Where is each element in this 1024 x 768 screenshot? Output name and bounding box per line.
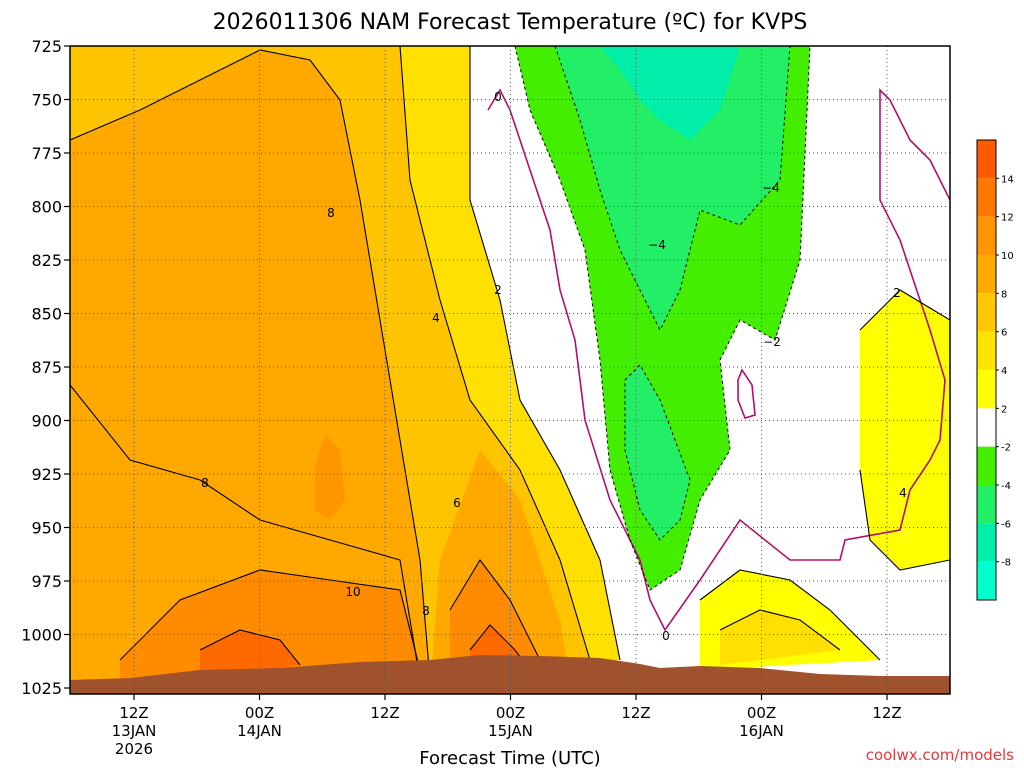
colorbar-label-8: -4: [1001, 481, 1011, 492]
colorbar-label-5: 4: [1001, 366, 1007, 377]
band-minus4-minus6-low: [625, 365, 690, 540]
contour-lines: [70, 46, 950, 681]
colorbar-label-7: -2: [1001, 443, 1011, 454]
x-tick-label-0-1: 12Z: [119, 704, 148, 722]
colorbar-swatch-1: [977, 178, 996, 217]
colorbar-label-10: -8: [1001, 558, 1011, 569]
contour-label-0: 0: [494, 90, 502, 104]
colorbar-label-6: 2: [1001, 404, 1007, 415]
band-4-6-patch: [720, 610, 840, 665]
x-tick-label-1-1: 00Z: [245, 704, 274, 722]
colorbar-swatch-7: [977, 408, 996, 447]
contour-10: [119, 559, 541, 671]
y-tick-label-1000: 1000: [21, 626, 62, 645]
x-tick-label-2-1: 12Z: [370, 704, 399, 722]
contour-4-right: [699, 569, 881, 661]
y-tick-label-975: 975: [31, 572, 62, 591]
contour-label-4: 2: [494, 283, 502, 297]
grid-lines: [70, 45, 950, 694]
x-tick-label-3-2: 15JAN: [488, 722, 533, 740]
y-tick-label-775: 775: [31, 144, 62, 163]
x-tick-label-1-2: 14JAN: [237, 722, 282, 740]
y-tick-label-825: 825: [31, 251, 62, 270]
x-tick-label-5-1: 00Z: [747, 704, 776, 722]
contour-label-10: 4: [899, 486, 907, 500]
colorbar-label-0: 14: [1001, 174, 1014, 185]
x-tick-label-5-2: 16JAN: [739, 722, 784, 740]
contour-label-6: 2: [893, 286, 901, 300]
band-minus6-minus8: [600, 46, 740, 140]
colorbar-swatch-4: [977, 293, 996, 332]
colorbar-swatch-3: [977, 255, 996, 294]
colorbar-label-3: 8: [1001, 289, 1007, 300]
band-12-14: [200, 630, 300, 680]
contour-6: [70, 384, 421, 681]
contour-label-12: 8: [422, 604, 430, 618]
x-tick-label-0-2: 13JAN: [112, 722, 157, 740]
colorbar-label-2: 10: [1001, 251, 1014, 262]
contour-0c-loop: [737, 368, 756, 419]
y-tick-label-850: 850: [31, 305, 62, 324]
contour-minus4-low: [624, 364, 691, 541]
x-tick-label-3-1: 00Z: [496, 704, 525, 722]
colorbar-swatch-10: [977, 523, 996, 562]
y-tick-label-725: 725: [31, 37, 62, 56]
contour-label-8: 8: [201, 476, 209, 490]
x-tick-label-0-3: 2026: [115, 740, 153, 758]
contour-4: [399, 46, 591, 661]
chart-title: 2026011306 NAM Forecast Temperature (ºC)…: [213, 10, 808, 35]
contour-labels: 0 8 −4 −4 2 4 2 −2 8 6 4 10 8 0: [201, 90, 907, 643]
x-tick-label-6-1: 12Z: [872, 704, 901, 722]
x-axis-label: Forecast Time (UTC): [419, 748, 600, 768]
colorbar-swatch-6: [977, 370, 996, 409]
y-tick-label-875: 875: [31, 358, 62, 377]
y-tick-label-950: 950: [31, 519, 62, 538]
band-minus4-minus6: [555, 46, 790, 330]
contour-label-13: 0: [662, 629, 670, 643]
contour-label-9: 6: [453, 496, 461, 510]
contour-label-11: 10: [345, 585, 360, 599]
contour-label-7: −2: [763, 335, 781, 349]
contour-minus4: [554, 46, 791, 332]
band-8-10-patch: [315, 435, 345, 520]
y-tick-label-800: 800: [31, 198, 62, 217]
colorbar-swatch-2: [977, 216, 996, 255]
colorbar-label-9: -6: [1001, 519, 1011, 530]
colorbar-label-4: 6: [1001, 328, 1007, 339]
colorbar-swatch-11: [977, 561, 996, 600]
colorbar-swatch-9: [977, 485, 996, 524]
contour-label-2: −4: [762, 181, 780, 195]
contour-2: [469, 46, 950, 661]
y-tick-label-925: 925: [31, 465, 62, 484]
contour-label-1: 8: [327, 206, 335, 220]
credit-text: coolwx.com/models: [866, 746, 1014, 764]
colorbar: 14 12 10 8 6 4 2 -2 -4 -6 -8: [976, 139, 1014, 601]
y-tick-label-750: 750: [31, 91, 62, 110]
contour-8: [70, 49, 431, 681]
colorbar-swatch-5: [977, 331, 996, 370]
y-tick-label-900: 900: [31, 412, 62, 431]
colorbar-swatch-8: [977, 446, 996, 485]
contour-label-5: 4: [432, 311, 440, 325]
contour-label-3: −4: [648, 238, 666, 252]
y-axis: 725 750 775 800 825 850 875 900 925 950 975 1000 102…: [21, 37, 70, 698]
band-8-10-main: [70, 50, 430, 694]
band-2-4-right: [860, 290, 950, 570]
contour-minus2: [514, 46, 811, 591]
colorbar-swatch-0: [977, 140, 996, 179]
y-tick-label-1025: 1025: [21, 679, 62, 698]
band-10-12: [120, 570, 420, 690]
contour-0c: [487, 88, 950, 632]
x-tick-label-4-1: 12Z: [621, 704, 650, 722]
colorbar-label-1: 12: [1001, 213, 1014, 224]
